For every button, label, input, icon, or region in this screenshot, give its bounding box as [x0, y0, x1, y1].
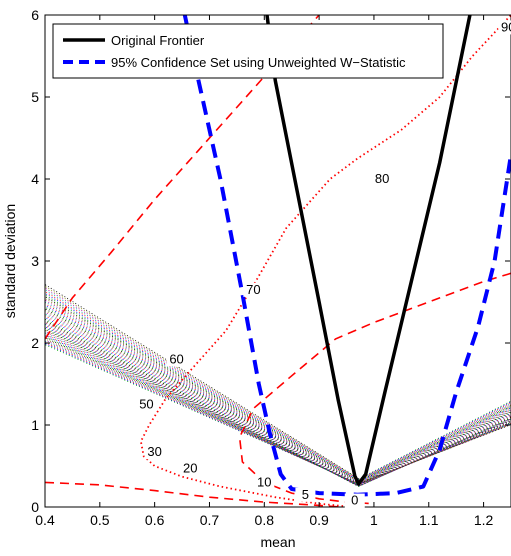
contour-label: 30 [147, 444, 161, 459]
simulated-frontier-line [45, 315, 511, 487]
x-tick-label: 0.9 [309, 512, 329, 528]
contour-label-bg [295, 487, 316, 502]
contour-label-bg [166, 352, 187, 367]
contour-label: 70 [246, 282, 260, 297]
red-dotted-contour [139, 15, 511, 507]
x-tick-label: 1 [370, 512, 378, 528]
y-tick-label: 6 [31, 7, 39, 23]
legend-label-confidence-set: 95% Confidence Set using Unweighted W−St… [111, 55, 406, 70]
contour-label: 90 [501, 19, 511, 34]
confidence-set-line [182, 15, 511, 497]
y-axis-label: standard deviation [2, 204, 18, 318]
y-tick-label: 5 [31, 89, 39, 105]
x-axis-label: mean [260, 534, 295, 550]
x-tick-label: 0.7 [200, 512, 220, 528]
contour-label-bg [344, 493, 365, 508]
contour-label: 80 [375, 171, 389, 186]
contour-label-bg [136, 397, 157, 412]
simulated-frontier-line [45, 316, 511, 487]
y-tick-label: 2 [31, 335, 39, 351]
contour-label-bg [372, 172, 393, 187]
contour-label-bg [144, 445, 165, 460]
contour-label: 5 [302, 487, 309, 502]
contour-label: 10 [257, 475, 271, 490]
x-tick-label: 0.5 [90, 512, 110, 528]
y-tick-label: 3 [31, 253, 39, 269]
y-tick-label: 4 [31, 171, 39, 187]
y-axis-ticks: 0 1 2 3 4 5 6 [31, 7, 510, 515]
contour-label-bg [180, 461, 201, 476]
contour-label: 50 [139, 397, 153, 412]
y-tick-label: 0 [31, 499, 39, 515]
original-frontier-line [265, 15, 472, 486]
simulated-frontier-line [45, 313, 511, 487]
contour-labels: 0 5 10 20 30 50 60 70 80 90 [136, 19, 511, 508]
contour-label: 20 [183, 461, 197, 476]
contour-label: 0 [351, 493, 358, 508]
contour-label: 60 [169, 352, 183, 367]
legend-label-original-frontier: Original Frontier [111, 33, 205, 48]
contour-label-bg [243, 282, 264, 297]
x-tick-label: 0.8 [255, 512, 275, 528]
contour-label-bg [498, 20, 511, 35]
legend: Original Frontier 95% Confidence Set usi… [52, 23, 444, 79]
x-tick-label: 0.4 [35, 512, 55, 528]
plot-area [45, 15, 511, 507]
y-tick-label: 1 [31, 417, 39, 433]
x-tick-label: 1.2 [474, 512, 494, 528]
simulated-frontier-line [45, 318, 511, 487]
x-tick-label: 1.1 [419, 512, 439, 528]
x-tick-label: 0.6 [145, 512, 165, 528]
legend-box [52, 23, 444, 79]
contour-label-bg [254, 475, 275, 490]
x-axis-ticks: 0.4 0.5 0.6 0.7 0.8 0.9 1 1.1 1.2 [35, 15, 494, 528]
